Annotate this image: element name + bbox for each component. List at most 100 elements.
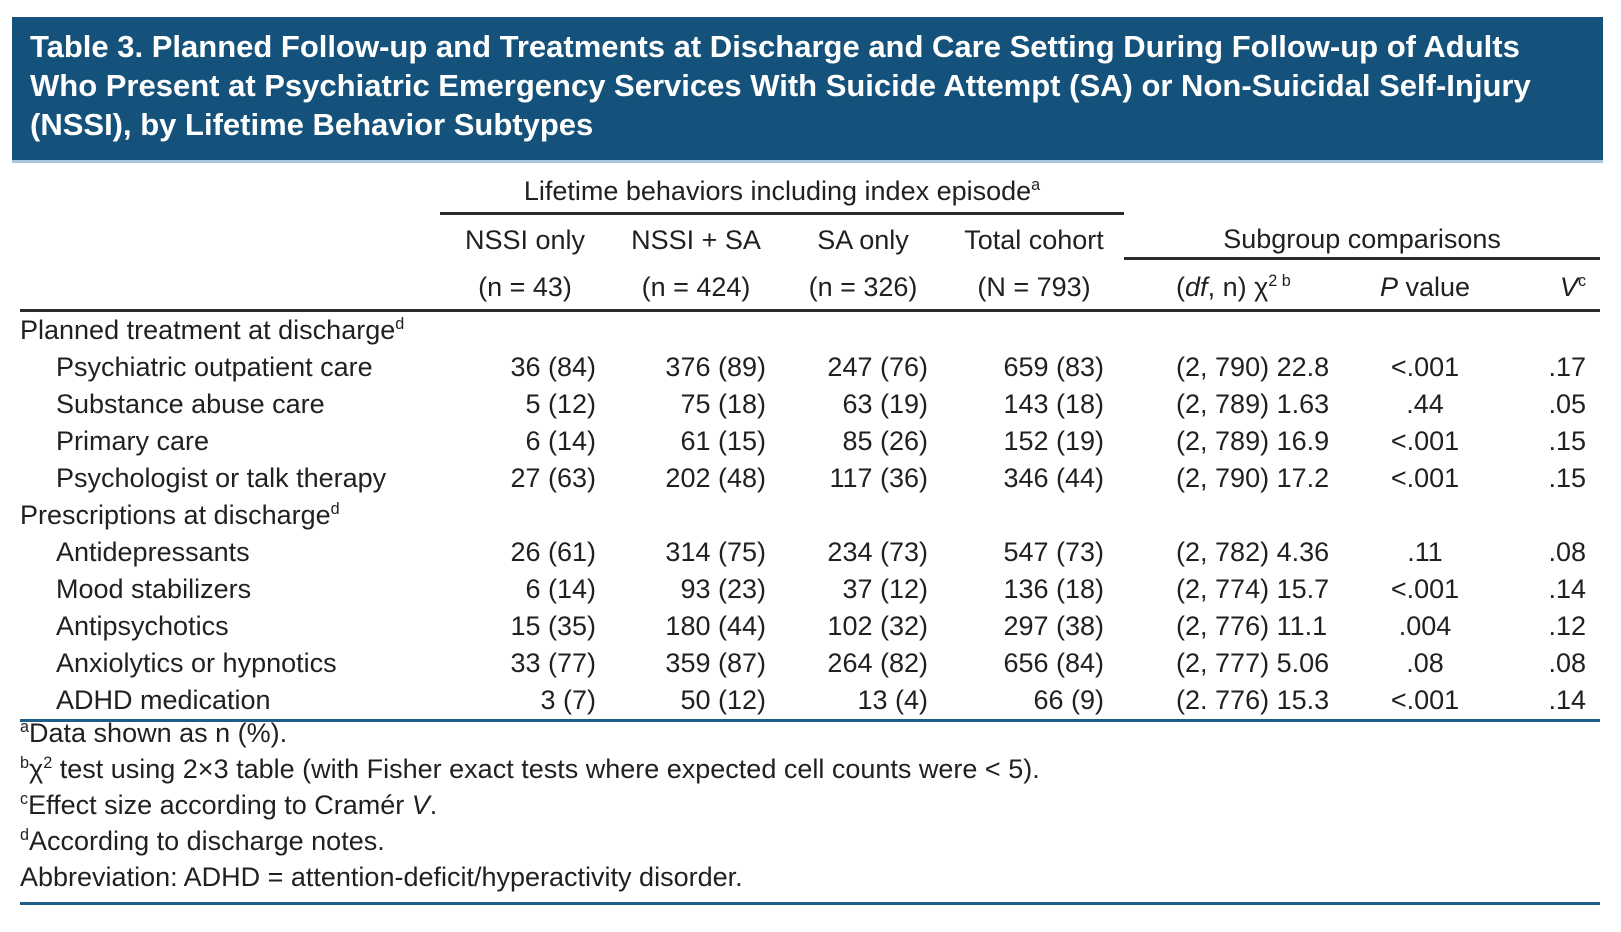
table-row: Primary care 6 (14) 61 (15) 85 (26) 152 (19)…: [20, 423, 1600, 460]
table-cell: (2, 776) 11.1: [1176, 610, 1328, 641]
footnote-d: dAccording to discharge notes.: [20, 826, 385, 856]
row-label: Antipsychotics: [56, 610, 229, 641]
table-cell: 37 (12): [842, 573, 928, 604]
table-row: Mood stabilizers 6 (14) 93 (23) 37 (12) 136 …: [20, 571, 1600, 608]
table-cell: .05: [1548, 388, 1587, 419]
table-cell: <.001: [1390, 573, 1460, 604]
footnote-marker-d: d: [330, 499, 340, 518]
table-cell: (2, 782) 4.36: [1176, 536, 1330, 567]
column-header-sa-only: SA only: [817, 225, 909, 255]
header-spacer: [20, 214, 440, 259]
table-cell: 376 (89): [665, 351, 766, 382]
table-cell: (2, 777) 5.06: [1176, 647, 1330, 678]
footnote-marker-d: d: [395, 314, 405, 333]
footnote-marker-c: c: [1577, 271, 1587, 290]
column-header-total-cohort: Total cohort: [964, 225, 1104, 255]
table-cell: 33 (77): [510, 647, 596, 678]
table-row: Psychiatric outpatient care 36 (84) 376 (8…: [20, 349, 1600, 386]
table-cell: .11: [1407, 536, 1443, 567]
table-row: Antipsychotics 15 (35) 180 (44) 102 (32) 297…: [20, 608, 1600, 645]
table-cell: (2, 790) 17.2: [1176, 462, 1330, 493]
column-subheader-n424: (n = 424): [641, 271, 751, 302]
footnote-marker-a: a: [1031, 176, 1041, 194]
table-cell: <.001: [1390, 425, 1460, 456]
column-group-subgroup-comparisons: Subgroup comparisons: [1124, 213, 1601, 260]
table-cell: .15: [1548, 462, 1587, 493]
table-cell: 5 (12): [525, 388, 596, 419]
table-cell: (2. 776) 15.3: [1176, 684, 1330, 715]
table-cell: 152 (19): [1003, 425, 1105, 456]
row-label: Antidepressants: [56, 536, 250, 567]
table-cell: 136 (18): [1003, 573, 1105, 604]
table-cell: 659 (83): [1003, 351, 1105, 382]
table-row: Substance abuse care 5 (12) 75 (18) 63 (19)…: [20, 386, 1600, 423]
table-cell: .44: [1406, 388, 1444, 419]
table-cell: 547 (73): [1003, 536, 1105, 567]
footnotes: aData shown as n (%). bχ2 test using 2×3…: [20, 704, 1600, 905]
table-cell: <.001: [1390, 462, 1460, 493]
footnote-marker-a: a: [20, 718, 30, 736]
row-label: Mood stabilizers: [56, 573, 252, 604]
table-header: Lifetime behaviors including index episo…: [20, 163, 1601, 310]
abbreviation-note: Abbreviation: ADHD = attention-deficit/h…: [20, 862, 743, 892]
table-cell: 27 (63): [510, 462, 596, 493]
table-cell: .08: [1548, 536, 1587, 567]
table-cell: 102 (32): [827, 610, 928, 641]
footnote-c: cEffect size according to Cramér V.: [20, 790, 438, 820]
table-cell: 13 (4): [857, 684, 928, 715]
table-cell: 6 (14): [525, 573, 596, 604]
table-cell: 6 (14): [525, 425, 596, 456]
table-row: Antidepressants 26 (61) 314 (75) 234 (73) 54…: [20, 534, 1600, 571]
table-cell: 202 (48): [665, 462, 766, 493]
header-row-subcolumns: (n = 43) (n = 424) (n = 326) (N = 793) (…: [20, 258, 1601, 310]
table-cell: (2, 789) 1.63: [1176, 388, 1330, 419]
table-cell: (2, 774) 15.7: [1176, 573, 1330, 604]
table-cell: .14: [1548, 684, 1587, 715]
row-label: Substance abuse care: [56, 388, 325, 419]
table-cell: <.001: [1390, 351, 1460, 382]
table-cell: 93 (23): [680, 573, 766, 604]
table-cell: (2, 790) 22.8: [1176, 351, 1330, 382]
column-group-lifetime-behaviors: Lifetime behaviors including index episo…: [440, 163, 1125, 215]
table-cell: 247 (76): [827, 351, 928, 382]
column-header-chi-square: (df, n) χ2 b: [1176, 271, 1291, 302]
column-header-p-value: P value: [1379, 271, 1471, 302]
table-cell: 264 (82): [827, 647, 928, 678]
table-cell: 50 (12): [680, 684, 766, 715]
table-cell: 117 (36): [829, 462, 928, 493]
footnote-marker-d: d: [20, 826, 30, 844]
data-table: Lifetime behaviors including index episo…: [20, 163, 1601, 722]
lifetime-group-label: Lifetime behaviors including index episo…: [523, 176, 1032, 206]
table-cell: 314 (75): [665, 536, 766, 567]
table-cell: 61 (15): [680, 425, 766, 456]
header-row-columns: NSSI only NSSI + SA SA only Total cohort…: [20, 213, 1601, 260]
table-title-bar: Table 3. Planned Follow-up and Treatment…: [12, 17, 1603, 163]
table-cell: 143 (18): [1003, 388, 1105, 419]
table-cell: 346 (44): [1003, 462, 1105, 493]
footnote-marker-b: b: [20, 754, 30, 772]
table-cell: 85 (26): [842, 425, 928, 456]
footnote-marker-b: 2 b: [1268, 271, 1291, 290]
table-cell: .004: [1398, 610, 1452, 641]
header-spacer: [1124, 163, 1600, 214]
table-cell: 63 (19): [842, 388, 928, 419]
table-cell: 15 (35): [510, 610, 596, 641]
table-row: Psychologist or talk therapy 27 (63) 202 (…: [20, 460, 1600, 497]
row-label: Psychiatric outpatient care: [56, 351, 373, 382]
column-subheader-n793: (N = 793): [977, 271, 1091, 302]
table-cell: 180 (44): [665, 610, 766, 641]
table-cell: .15: [1548, 425, 1587, 456]
section-label: Planned treatment at discharged: [20, 314, 405, 345]
table-cell: 3 (7): [540, 684, 596, 715]
row-label: ADHD medication: [56, 684, 271, 715]
table-cell: .08: [1548, 647, 1587, 678]
section-label: Prescriptions at discharged: [20, 499, 340, 530]
table-cell: <.001: [1390, 684, 1460, 715]
footnote-marker-c: c: [20, 790, 29, 808]
header-spacer: [20, 258, 440, 310]
table-cell: 297 (38): [1003, 610, 1105, 641]
table-cell: 26 (61): [510, 536, 596, 567]
footnote-b: bχ2 test using 2×3 table (with Fisher ex…: [20, 754, 1040, 784]
table-cell: 75 (18): [680, 388, 766, 419]
table-cell: 66 (9): [1033, 684, 1105, 715]
